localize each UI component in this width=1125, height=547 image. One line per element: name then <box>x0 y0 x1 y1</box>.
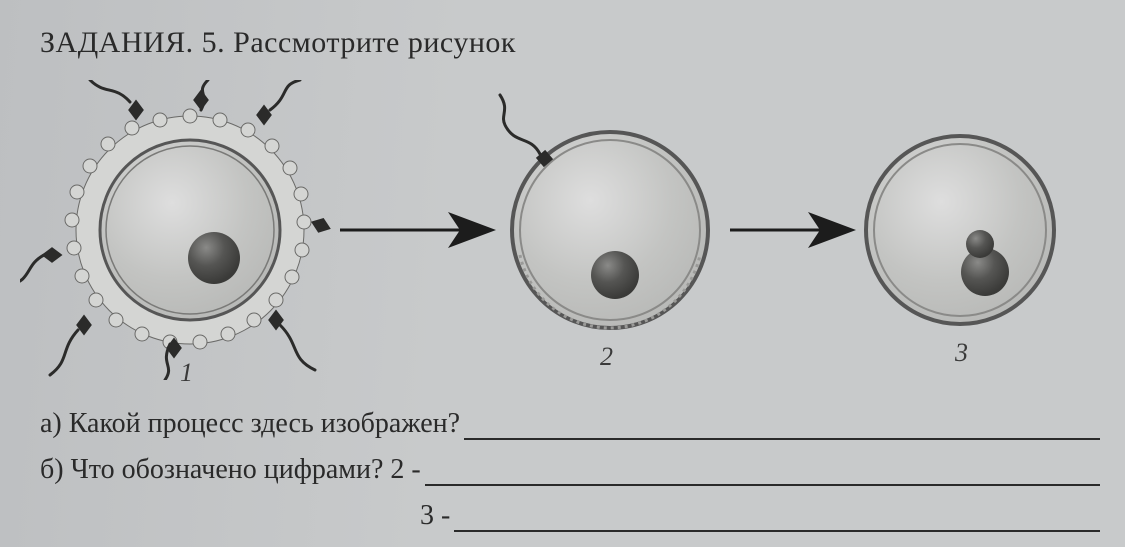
title-number: 5. <box>202 26 234 59</box>
question-b-text: б) Что обозначено цифрами? 2 - <box>40 454 421 486</box>
fertilization-diagram: 1 2 3 <box>20 80 1100 380</box>
stage-1-label: 1 <box>180 358 193 388</box>
stage-3-label: 3 <box>955 338 968 368</box>
question-b2-text: 3 - <box>420 500 450 532</box>
stage-2 <box>500 95 708 328</box>
task-title: ЗАДАНИЯ. 5. Рассмотрите рисунок <box>40 26 516 60</box>
questions-block: а) Какой процесс здесь изображен? б) Что… <box>40 408 1100 546</box>
answer-line-b3[interactable] <box>454 506 1100 532</box>
question-b-row: б) Что обозначено цифрами? 2 - <box>40 454 1100 486</box>
worksheet-page: ЗАДАНИЯ. 5. Рассмотрите рисунок <box>0 0 1125 547</box>
answer-line-b2[interactable] <box>425 460 1100 486</box>
egg-nucleus <box>188 232 240 284</box>
question-a-row: а) Какой процесс здесь изображен? <box>40 408 1100 440</box>
stage-3 <box>866 136 1054 324</box>
stage-1 <box>20 80 331 380</box>
title-text: Рассмотрите рисунок <box>233 26 516 59</box>
egg-membrane-outer <box>100 140 280 320</box>
question-a-text: а) Какой процесс здесь изображен? <box>40 408 460 440</box>
question-b2-row: 3 - <box>40 500 1100 532</box>
stage-2-label: 2 <box>600 342 613 372</box>
answer-line-a[interactable] <box>464 414 1100 440</box>
diagram-svg <box>20 80 1100 380</box>
penetrating-sperm <box>500 95 551 165</box>
title-prefix: ЗАДАНИЯ. <box>40 26 202 59</box>
